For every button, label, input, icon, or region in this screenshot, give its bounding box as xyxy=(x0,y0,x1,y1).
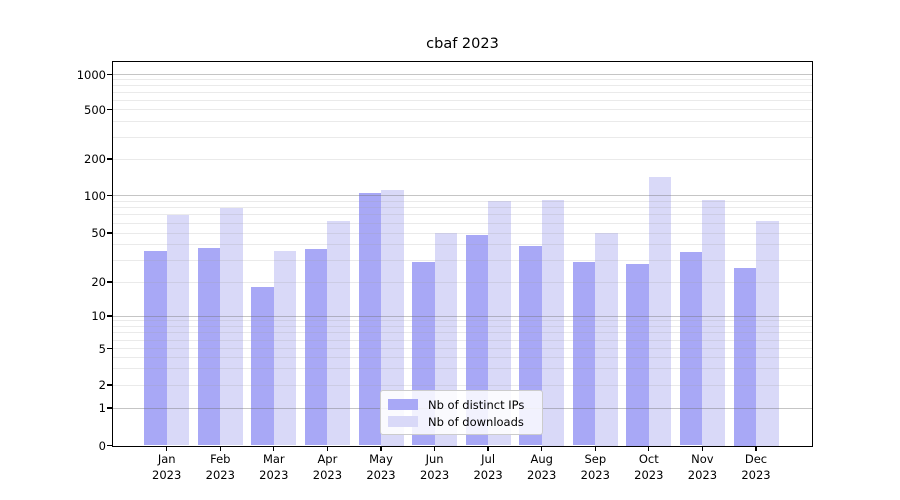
bar-distinct-ips-jan xyxy=(144,250,167,446)
plot-area xyxy=(112,61,813,447)
x-tick-label-oct: Oct 2023 xyxy=(634,452,664,482)
y-tick-mark-100 xyxy=(107,194,113,197)
legend-label-downloads: Nb of downloads xyxy=(428,414,524,429)
legend-item-distinct-ips: Nb of distinct IPs xyxy=(388,396,542,413)
bars-layer xyxy=(113,62,812,446)
bar-downloads-nov xyxy=(702,200,725,446)
x-tick-label-feb: Feb 2023 xyxy=(205,452,235,482)
x-tick-label-sep: Sep 2023 xyxy=(580,452,610,482)
y-tick-mark-200 xyxy=(107,158,113,160)
bar-distinct-ips-feb xyxy=(197,247,221,446)
x-tick-mark-aug xyxy=(541,446,543,451)
bar-downloads-feb xyxy=(220,207,243,446)
x-tick-mark-mar xyxy=(273,446,275,451)
legend-label-distinct-ips: Nb of distinct IPs xyxy=(428,397,525,412)
y-tick-label-0: 0 xyxy=(98,438,106,453)
x-tick-mark-jan xyxy=(166,446,168,451)
y-tick-mark-500 xyxy=(107,108,113,111)
x-tick-mark-nov xyxy=(701,446,704,451)
bar-distinct-ips-apr xyxy=(304,249,328,446)
legend-item-downloads: Nb of downloads xyxy=(388,413,542,430)
x-tick-mark-apr xyxy=(326,446,329,451)
y-tick-mark-1 xyxy=(107,407,113,409)
bar-distinct-ips-mar xyxy=(251,287,274,446)
x-tick-label-jun: Jun 2023 xyxy=(419,452,450,482)
legend-swatch-distinct-ips xyxy=(388,399,418,410)
legend-swatch-downloads xyxy=(388,416,418,427)
y-tick-label-2: 2 xyxy=(98,378,106,392)
legend: Nb of distinct IPs Nb of downloads xyxy=(380,390,543,435)
y-tick-label-500: 500 xyxy=(84,102,106,117)
x-tick-mark-feb xyxy=(219,446,221,451)
y-tick-label-20: 20 xyxy=(91,275,106,289)
bar-downloads-sep xyxy=(595,233,618,446)
y-tick-label-10: 10 xyxy=(91,309,106,323)
y-tick-mark-1000 xyxy=(107,73,113,76)
x-tick-label-aug: Aug 2023 xyxy=(527,452,557,482)
y-tick-label-200: 200 xyxy=(84,152,106,166)
bar-distinct-ips-sep xyxy=(572,262,596,446)
bar-downloads-aug xyxy=(541,200,565,446)
y-tick-mark-50 xyxy=(107,232,113,234)
y-tick-mark-10 xyxy=(107,315,113,317)
x-tick-label-apr: Apr 2023 xyxy=(312,452,343,482)
y-tick-label-1: 1 xyxy=(98,401,106,415)
x-tick-mark-sep xyxy=(594,446,596,451)
y-tick-mark-20 xyxy=(107,281,113,283)
bar-downloads-mar xyxy=(273,250,297,446)
x-tick-mark-jul xyxy=(487,446,489,451)
x-tick-label-may: May 2023 xyxy=(366,452,396,482)
chart-title: cbaf 2023 xyxy=(426,36,499,52)
bar-distinct-ips-nov xyxy=(679,252,703,446)
x-tick-label-jan: Jan 2023 xyxy=(152,452,182,482)
y-tick-mark-2 xyxy=(107,384,113,386)
x-tick-label-jul: Jul 2023 xyxy=(473,452,503,482)
bar-distinct-ips-may xyxy=(358,193,381,446)
x-tick-mark-dec xyxy=(755,446,757,451)
y-tick-label-1000: 1000 xyxy=(76,67,106,82)
x-tick-mark-jun xyxy=(433,446,436,451)
bar-downloads-apr xyxy=(327,221,350,446)
y-tick-label-5: 5 xyxy=(98,341,106,356)
bar-distinct-ips-oct xyxy=(626,264,649,446)
x-tick-label-mar: Mar 2023 xyxy=(259,452,289,482)
y-tick-mark-0 xyxy=(107,444,113,447)
bar-downloads-dec xyxy=(756,220,779,446)
x-tick-label-dec: Dec 2023 xyxy=(741,452,771,482)
bar-downloads-oct xyxy=(648,177,672,446)
bar-downloads-may xyxy=(381,190,404,446)
y-tick-label-50: 50 xyxy=(91,226,106,240)
y-tick-mark-5 xyxy=(107,347,113,350)
bar-downloads-jan xyxy=(166,214,190,446)
x-tick-label-nov: Nov 2023 xyxy=(687,452,718,482)
x-tick-mark-may xyxy=(380,446,382,451)
bar-downloads-jul xyxy=(488,200,511,446)
x-tick-mark-oct xyxy=(648,446,650,451)
y-tick-label-100: 100 xyxy=(84,188,106,203)
bar-distinct-ips-dec xyxy=(733,268,756,446)
